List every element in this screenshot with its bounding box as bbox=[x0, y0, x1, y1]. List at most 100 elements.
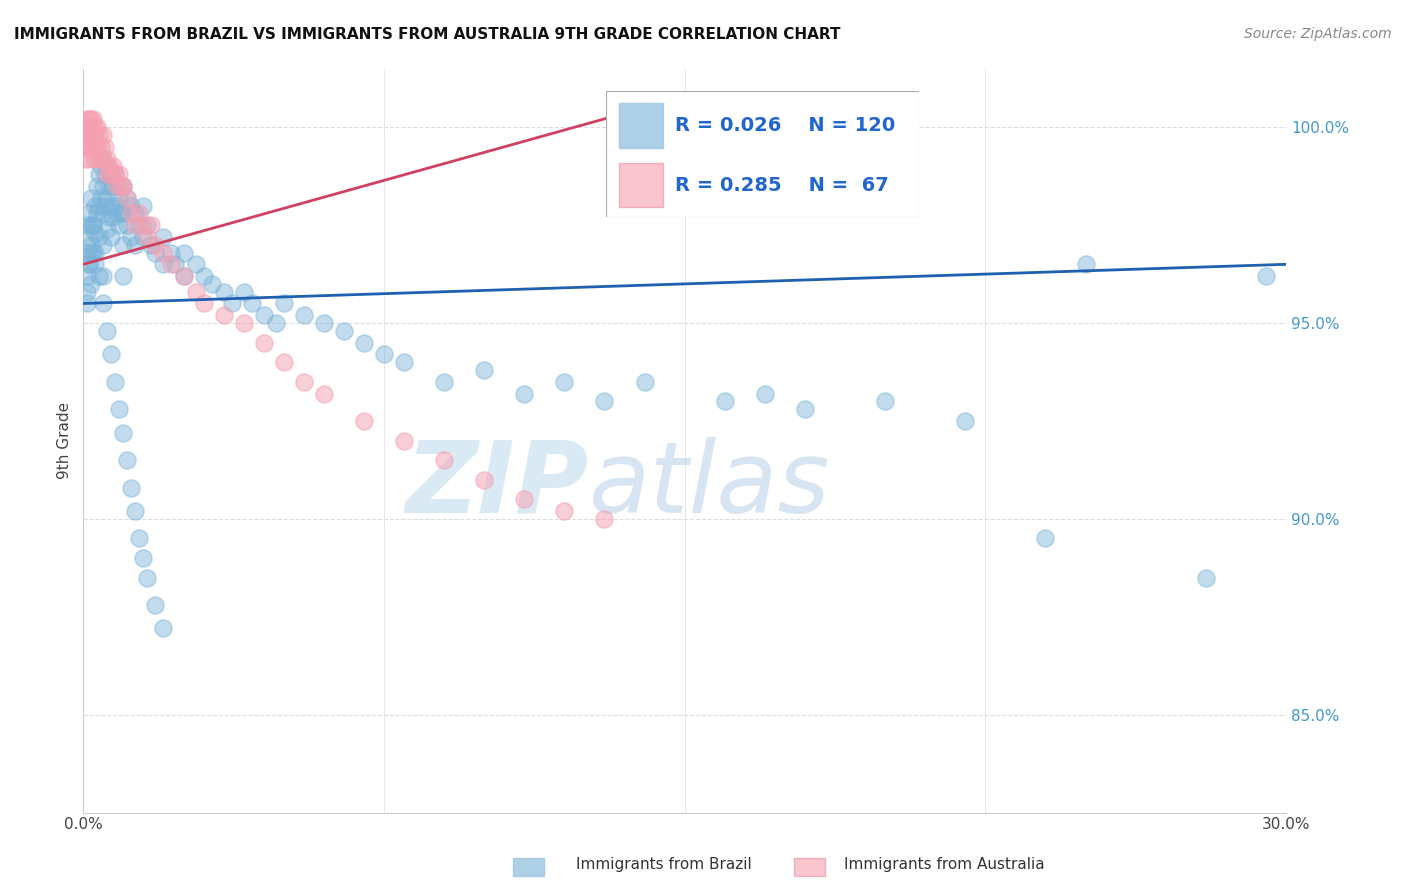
Point bbox=[754, 386, 776, 401]
Point bbox=[104, 198, 127, 212]
Point bbox=[91, 237, 114, 252]
Point bbox=[96, 152, 118, 166]
Point bbox=[80, 237, 103, 252]
Point bbox=[232, 285, 254, 299]
Point bbox=[86, 140, 108, 154]
Point bbox=[100, 167, 122, 181]
Point bbox=[94, 167, 117, 181]
Point bbox=[136, 571, 159, 585]
Point bbox=[433, 375, 456, 389]
Point bbox=[94, 198, 117, 212]
Point bbox=[89, 128, 111, 142]
Point bbox=[98, 179, 121, 194]
Point bbox=[373, 347, 395, 361]
Point bbox=[264, 316, 287, 330]
Point bbox=[89, 268, 111, 283]
Point bbox=[553, 504, 575, 518]
Point bbox=[76, 112, 98, 127]
Point bbox=[232, 316, 254, 330]
Point bbox=[873, 394, 896, 409]
Point bbox=[75, 152, 97, 166]
Point bbox=[128, 532, 150, 546]
Point bbox=[77, 140, 100, 154]
Point bbox=[98, 160, 121, 174]
Point bbox=[120, 230, 142, 244]
Point bbox=[112, 237, 135, 252]
Point bbox=[124, 504, 146, 518]
Point bbox=[117, 191, 139, 205]
Point bbox=[96, 160, 118, 174]
Point bbox=[472, 363, 495, 377]
Point bbox=[76, 296, 98, 310]
Point bbox=[89, 198, 111, 212]
Point bbox=[593, 512, 616, 526]
Point bbox=[84, 128, 107, 142]
Point bbox=[79, 128, 101, 142]
Point bbox=[955, 414, 977, 428]
Point bbox=[112, 425, 135, 440]
Point bbox=[100, 198, 122, 212]
Point bbox=[110, 179, 132, 194]
Point bbox=[84, 198, 107, 212]
Point bbox=[84, 245, 107, 260]
Point bbox=[79, 140, 101, 154]
Point bbox=[193, 296, 215, 310]
Point bbox=[79, 230, 101, 244]
Point bbox=[91, 128, 114, 142]
Point bbox=[136, 230, 159, 244]
Point bbox=[120, 198, 142, 212]
Point bbox=[76, 128, 98, 142]
Point bbox=[433, 453, 456, 467]
Point bbox=[79, 257, 101, 271]
Point bbox=[392, 434, 415, 448]
Point bbox=[91, 152, 114, 166]
Point bbox=[89, 230, 111, 244]
Point bbox=[108, 218, 131, 232]
Point bbox=[80, 277, 103, 291]
Point bbox=[212, 285, 235, 299]
Point bbox=[76, 218, 98, 232]
Point bbox=[112, 179, 135, 194]
Point bbox=[200, 277, 222, 291]
Point bbox=[80, 245, 103, 260]
Point bbox=[553, 375, 575, 389]
Point bbox=[100, 167, 122, 181]
Point bbox=[105, 179, 128, 194]
Point bbox=[89, 167, 111, 181]
Point bbox=[713, 394, 735, 409]
Point bbox=[82, 140, 104, 154]
Point bbox=[513, 492, 536, 507]
Point bbox=[117, 218, 139, 232]
Point bbox=[91, 206, 114, 220]
Text: Immigrants from Australia: Immigrants from Australia bbox=[844, 857, 1045, 872]
Point bbox=[145, 245, 167, 260]
Point bbox=[103, 160, 125, 174]
Point bbox=[104, 167, 127, 181]
Text: IMMIGRANTS FROM BRAZIL VS IMMIGRANTS FROM AUSTRALIA 9TH GRADE CORRELATION CHART: IMMIGRANTS FROM BRAZIL VS IMMIGRANTS FRO… bbox=[14, 27, 841, 42]
Point bbox=[76, 140, 98, 154]
Point bbox=[76, 128, 98, 142]
Point bbox=[96, 167, 118, 181]
Point bbox=[76, 285, 98, 299]
Point bbox=[253, 335, 276, 350]
Point bbox=[89, 152, 111, 166]
Point bbox=[152, 257, 174, 271]
Point bbox=[124, 206, 146, 220]
Point bbox=[165, 257, 187, 271]
Point bbox=[593, 394, 616, 409]
Point bbox=[83, 120, 105, 135]
Point bbox=[82, 218, 104, 232]
Point bbox=[152, 622, 174, 636]
Point bbox=[82, 120, 104, 135]
Point bbox=[103, 211, 125, 225]
Point bbox=[77, 120, 100, 135]
Point bbox=[105, 206, 128, 220]
Point bbox=[91, 152, 114, 166]
Point bbox=[120, 206, 142, 220]
Point bbox=[79, 152, 101, 166]
Point bbox=[79, 112, 101, 127]
Point bbox=[136, 218, 159, 232]
Point bbox=[108, 402, 131, 417]
Point bbox=[392, 355, 415, 369]
Point bbox=[292, 308, 315, 322]
